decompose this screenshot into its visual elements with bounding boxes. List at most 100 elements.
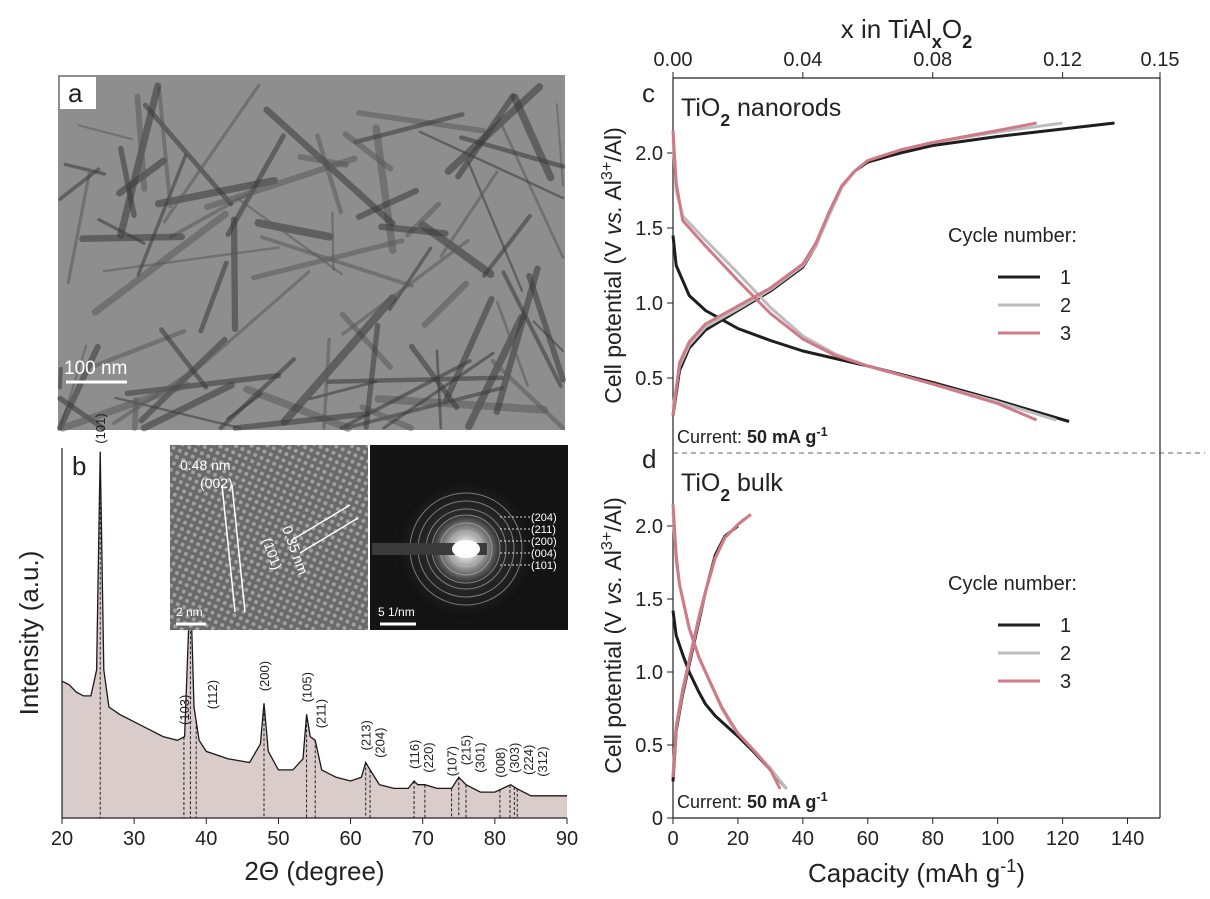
- x-tick-label: 30: [123, 828, 145, 850]
- hrtem-plane: (002): [200, 475, 233, 491]
- y-tick-label: 2.0: [635, 143, 663, 165]
- y-axis-label: Cell potential (V vs. Al3+/Al): [598, 497, 626, 774]
- x-tick-label: 40: [792, 828, 814, 850]
- x-tick-label: 40: [195, 828, 217, 850]
- beam-center: [452, 540, 480, 558]
- x-tick-label: 50: [267, 828, 289, 850]
- y-tick-label: 2.0: [635, 516, 663, 538]
- y-tick-label: 1.5: [635, 589, 663, 611]
- current-note-part: -1: [816, 425, 827, 439]
- peak-label: (213): [359, 720, 374, 750]
- y-axis-label-part: 3+: [598, 162, 616, 180]
- hrtem-scale-label: 2 nm: [176, 605, 203, 619]
- y-axis-label: Intensity (a.u.): [14, 551, 44, 716]
- y-axis-label-part: /Al): [600, 127, 626, 162]
- panel-title-part: TiO: [681, 469, 720, 497]
- scale-bar-label: 100 nm: [64, 358, 127, 379]
- panel-title-part: bulk: [730, 469, 783, 497]
- y-axis-label-part: Cell potential (V: [600, 605, 626, 774]
- peak-label: (101): [93, 413, 108, 443]
- ring-label: (200): [531, 536, 557, 548]
- current-note-part: Current:: [677, 792, 747, 812]
- figure: a 100 nm (101)(103)(004)(112)(200)(105)(…: [0, 0, 1210, 899]
- x-tick-label: 20: [727, 828, 749, 850]
- y-tick-label: 1.0: [635, 662, 663, 684]
- nanorod: [82, 237, 181, 239]
- x-tick-label: 100: [981, 828, 1014, 850]
- peak-label: (116): [407, 740, 422, 769]
- peak-label: (312): [535, 746, 550, 776]
- x-tick-label: 80: [484, 828, 506, 850]
- x-axis-label-part: ): [1016, 858, 1025, 888]
- x-tick-label: 60: [857, 828, 879, 850]
- x2-axis-label-part: 2: [962, 32, 972, 52]
- peak-label: (215): [459, 735, 474, 765]
- x-axis-label: Capacity (mAh g-1): [808, 856, 1025, 888]
- panel-title-part: 2: [720, 485, 730, 505]
- current-note-part: -1: [816, 790, 827, 804]
- ring-label: (211): [531, 524, 556, 536]
- y-tick-label: 0.5: [635, 735, 663, 757]
- x-tick-label: 120: [1046, 828, 1079, 850]
- x-tick-label: 80: [922, 828, 944, 850]
- y-axis-label-part: Al: [600, 180, 626, 206]
- ring-label: (004): [531, 548, 557, 560]
- panel-title-part: TiO: [681, 94, 720, 122]
- series-line: [673, 123, 1037, 420]
- x2-axis-label-part: x in TiAl: [841, 14, 932, 44]
- x2-tick-label: 0.00: [654, 49, 693, 71]
- peak-label: (301): [473, 742, 488, 772]
- x-axis-label-part: -1: [1000, 856, 1016, 876]
- x-tick-label: 140: [1111, 828, 1144, 850]
- series-line: [673, 504, 780, 789]
- y-tick-label: 1.5: [635, 218, 663, 240]
- y-axis-label-part: vs.: [600, 576, 626, 605]
- peak-label: (107): [445, 746, 460, 776]
- legend-label: 1: [1060, 615, 1071, 637]
- y-tick-label: 0: [652, 808, 663, 830]
- current-note-part: 50 mA g: [747, 792, 816, 812]
- y-tick-label: 0.5: [635, 368, 663, 390]
- panel-title-part: nanorods: [730, 94, 841, 122]
- ring-label: (101): [531, 560, 557, 572]
- y-axis-label-part: Cell potential (V: [600, 235, 626, 404]
- x2-axis-label-part: O: [942, 14, 962, 44]
- panel-label: b: [72, 451, 86, 481]
- peak-label: (103): [177, 695, 192, 725]
- peak-label: (008): [493, 747, 508, 777]
- legend-label: 3: [1060, 671, 1071, 693]
- legend-label: 3: [1060, 323, 1071, 345]
- legend-title: Cycle number:: [948, 225, 1077, 247]
- x2-tick-label: 0.15: [1141, 49, 1180, 71]
- peak-label: (105): [300, 672, 315, 702]
- panel-title-part: 2: [720, 110, 730, 130]
- peak-label: (204): [373, 728, 388, 758]
- x2-tick-label: 0.04: [783, 49, 822, 71]
- panel-title: TiO2 nanorods: [681, 94, 841, 130]
- peak-label: (220): [421, 742, 436, 772]
- x-tick-label: 90: [556, 828, 578, 850]
- peak-label: (211): [314, 699, 329, 728]
- peak-label: (224): [521, 745, 536, 775]
- legend-label: 1: [1060, 267, 1071, 289]
- panel-title: TiO2 bulk: [681, 469, 783, 505]
- y-axis-label-part: Al: [600, 550, 626, 576]
- panel-label: c: [642, 78, 655, 108]
- x-tick-label: 0: [667, 828, 678, 850]
- y-axis-label-part: vs.: [600, 206, 626, 235]
- peak-label: (112): [205, 680, 220, 709]
- legend-label: 2: [1060, 295, 1071, 317]
- y-tick-label: 1.0: [635, 293, 663, 315]
- ring-label: (204): [531, 512, 557, 524]
- hrtem-spacing: 0.48 nm: [180, 457, 231, 473]
- nanorod: [234, 220, 235, 329]
- tem-image: [58, 75, 565, 430]
- legend-label: 2: [1060, 643, 1071, 665]
- current-note: Current: 50 mA g-1: [677, 790, 828, 812]
- panel-label: d: [642, 444, 656, 474]
- y-axis-label: Cell potential (V vs. Al3+/Al): [598, 127, 626, 404]
- nanorod: [60, 369, 61, 387]
- legend-title: Cycle number:: [948, 573, 1077, 595]
- y-axis-label-part: /Al): [600, 497, 626, 532]
- current-note: Current: 50 mA g-1: [677, 425, 828, 447]
